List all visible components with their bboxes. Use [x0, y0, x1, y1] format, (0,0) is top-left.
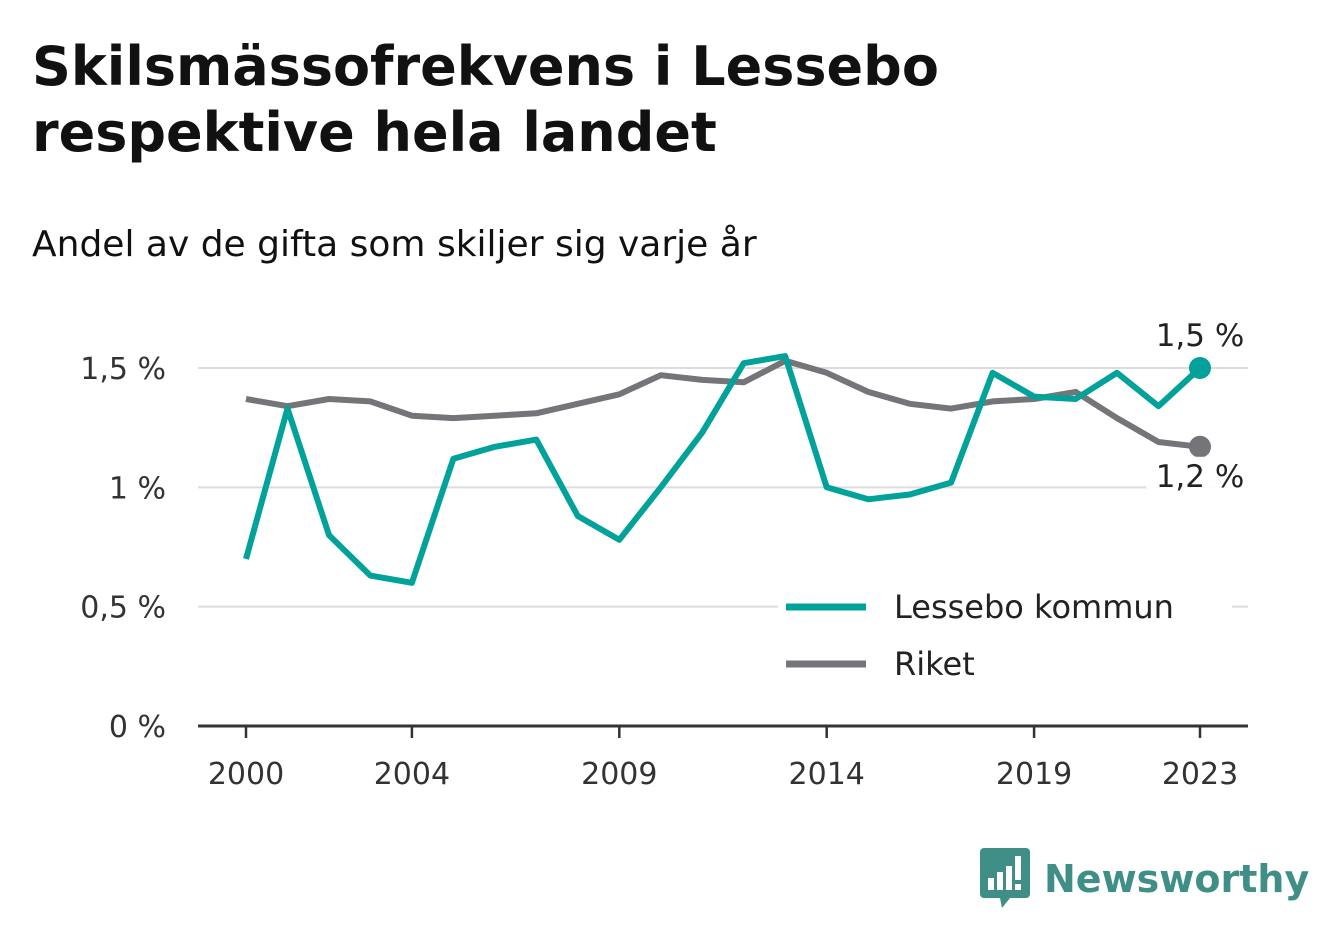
brand-name: Newsworthy [1044, 857, 1310, 901]
x-tick-label: 2019 [996, 757, 1072, 792]
end-label: 1,2 % [1156, 459, 1245, 495]
end-label: 1,5 % [1156, 318, 1245, 354]
x-tick-label: 2009 [581, 757, 657, 792]
x-tick-label: 2004 [374, 757, 450, 792]
y-tick-label: 1 % [109, 471, 166, 506]
end-labels: 1,5 % 1,2 % [1146, 318, 1254, 497]
x-axis: 2000 2004 2009 2014 2019 2023 [198, 724, 1248, 792]
y-axis-tick-labels: 0 % 0,5 % 1 % 1,5 % [80, 352, 166, 745]
legend-label: Riket [894, 645, 975, 683]
legend-label: Lessebo kommun [894, 588, 1174, 626]
chart-subtitle: Andel av de gifta som skiljer sig varje … [32, 224, 757, 265]
newsworthy-logo: Newsworthy [980, 848, 1309, 910]
series-line [243, 353, 1203, 586]
end-point [1189, 357, 1211, 379]
x-tick-label: 2014 [789, 757, 865, 792]
chart-title: Skilsmässofrekvens i Lessebo respektive … [32, 35, 939, 164]
bar-chart-logo-icon [980, 848, 1030, 908]
x-tick-label: 2000 [208, 757, 284, 792]
y-tick-label: 0 % [109, 710, 166, 745]
end-point [1189, 435, 1211, 458]
legend: Lessebo kommun Riket [778, 580, 1232, 690]
y-tick-label: 0,5 % [80, 591, 166, 626]
x-tick-label: 2023 [1162, 757, 1238, 792]
legend-background [778, 580, 1232, 690]
series-lines [243, 353, 1203, 586]
series-line [245, 357, 1201, 450]
y-tick-label: 1,5 % [80, 352, 166, 387]
end-label-background [1146, 456, 1254, 497]
